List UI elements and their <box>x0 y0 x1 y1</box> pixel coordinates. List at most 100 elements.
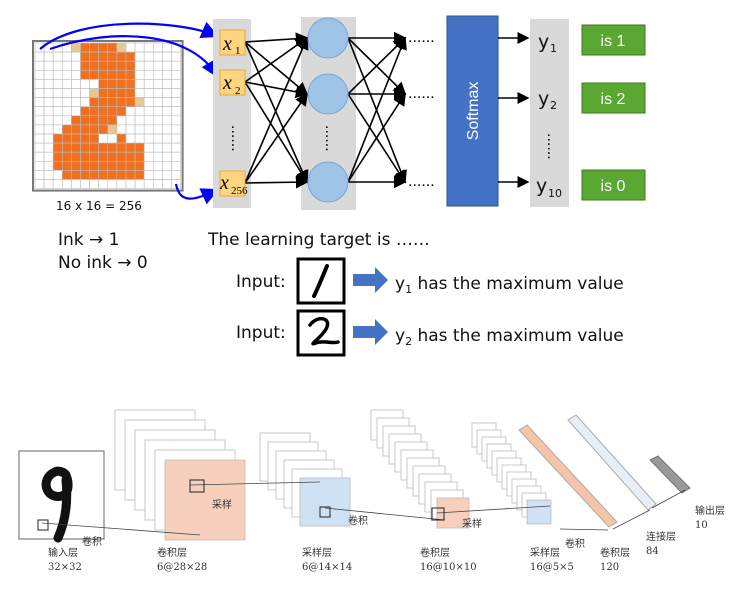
projection-line <box>189 481 321 486</box>
pixel <box>80 115 90 126</box>
cnn-layer-size: 120 <box>600 562 619 573</box>
svg-text:is 2: is 2 <box>601 91 626 108</box>
cnn-layer-size: 16@5×5 <box>530 562 574 573</box>
pixel <box>162 70 172 80</box>
pixel <box>116 170 127 180</box>
pixel <box>34 124 45 135</box>
pixel <box>98 133 109 144</box>
dots: ...... <box>408 85 435 102</box>
pixel <box>80 142 90 153</box>
pixel <box>143 97 154 107</box>
pixel <box>162 124 172 135</box>
pixel <box>107 161 118 171</box>
cnn-layer-name: 卷积层 <box>420 546 450 559</box>
fc84-layer <box>567 414 657 511</box>
svg-text:is 1: is 1 <box>601 33 626 50</box>
pixel <box>143 151 154 162</box>
pixel <box>171 97 181 107</box>
pixel <box>98 142 109 153</box>
pixel <box>34 115 45 126</box>
pixel <box>71 115 81 126</box>
pixel <box>43 161 54 171</box>
projection-line <box>41 522 201 536</box>
connection <box>244 41 309 96</box>
pixel <box>143 142 154 153</box>
pixel <box>34 70 45 80</box>
pixel <box>107 133 118 144</box>
pixel <box>89 161 99 171</box>
fc120-layer <box>518 424 618 528</box>
pixel <box>107 70 118 80</box>
pixel <box>107 88 118 98</box>
pixel <box>43 115 54 126</box>
cnn-operation-label: 卷积 <box>565 537 585 550</box>
pixel <box>153 51 163 62</box>
pixel <box>162 115 172 126</box>
pixel <box>107 124 118 135</box>
output-badge-1: is 1 <box>581 24 646 56</box>
connection <box>244 92 308 184</box>
pixel <box>71 161 81 171</box>
neuron <box>307 161 349 203</box>
pixel <box>61 97 72 107</box>
connection <box>244 81 308 184</box>
pixel <box>52 97 63 107</box>
pixel <box>171 161 181 171</box>
cnn-layer-size: 84 <box>646 546 659 557</box>
pixel <box>52 106 63 117</box>
cnn-layer-size: 6@14×14 <box>302 562 352 573</box>
ink-rule: Ink → 1 <box>58 230 120 250</box>
pixel <box>125 42 136 53</box>
pixel <box>52 60 63 71</box>
pixel <box>153 161 163 171</box>
pixel <box>107 60 118 71</box>
cnn-layer-name: 输出层 <box>695 504 725 517</box>
pixel <box>116 79 127 89</box>
projection-line <box>651 489 686 509</box>
receptive-field <box>319 506 331 518</box>
cnn-operation-label: 采样 <box>462 517 482 530</box>
pixel <box>80 88 90 98</box>
pixel <box>52 170 63 180</box>
pixel <box>34 79 45 89</box>
input-node-256: x 256 <box>219 170 248 197</box>
pixel <box>116 133 127 144</box>
pixel <box>143 60 154 71</box>
pixel <box>153 42 163 53</box>
pixel <box>107 179 118 189</box>
pixel <box>171 79 181 89</box>
pixel <box>125 170 136 180</box>
pixel <box>89 79 99 89</box>
pixel <box>34 106 45 117</box>
pixel <box>153 106 163 117</box>
pixel <box>162 60 172 71</box>
neuron <box>307 73 349 115</box>
arrow-icon <box>353 267 388 293</box>
pixel <box>134 51 145 62</box>
pixel <box>34 151 45 162</box>
pixel <box>125 106 136 117</box>
projection-line <box>559 528 609 531</box>
pixel <box>162 179 172 189</box>
pixel <box>162 142 172 153</box>
pixel <box>80 106 90 117</box>
projection-line <box>612 509 651 530</box>
cnn-layer-name: 连接层 <box>646 530 676 543</box>
pixel <box>116 60 127 71</box>
pixel <box>107 106 118 117</box>
svg-text:1: 1 <box>235 45 241 57</box>
pixel <box>34 51 45 62</box>
pixel <box>125 97 136 107</box>
pixel <box>98 42 109 53</box>
pixel <box>52 115 63 126</box>
projection-line <box>324 507 446 521</box>
pixel <box>34 60 45 71</box>
pixel <box>89 133 99 144</box>
receptive-field <box>189 479 205 493</box>
pixel <box>134 106 145 117</box>
pixel <box>116 161 127 171</box>
arrow-icon <box>353 319 388 345</box>
svg-text:256: 256 <box>231 185 248 197</box>
pixel <box>61 106 72 117</box>
pixel <box>125 51 136 62</box>
